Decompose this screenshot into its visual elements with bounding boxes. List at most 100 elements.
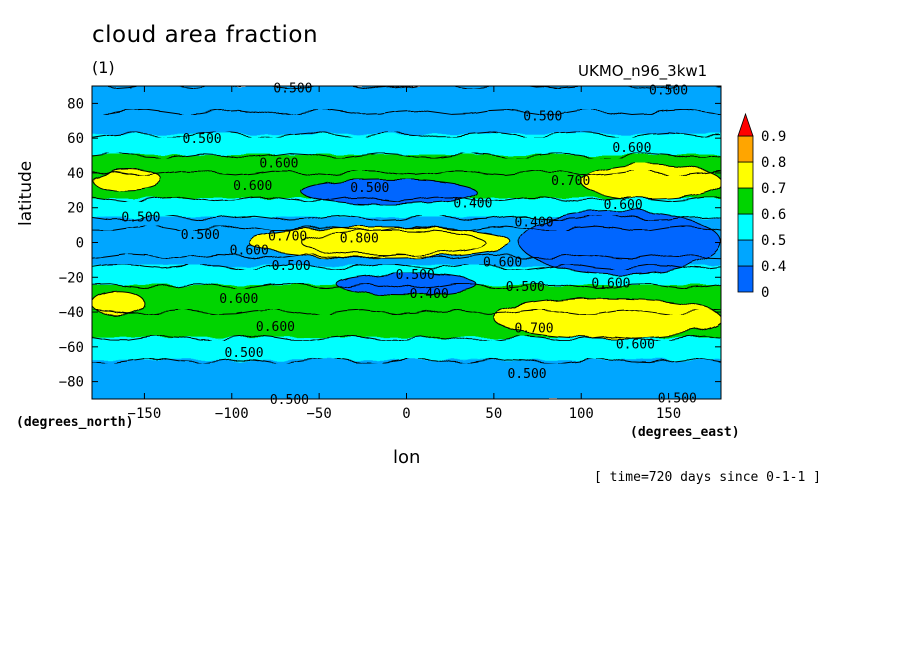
x-tick-label: 100 bbox=[569, 406, 594, 422]
contour-line-6 bbox=[92, 215, 721, 222]
feature-southern-subtropical-minimum bbox=[336, 273, 477, 295]
y-tick-label: 0 bbox=[76, 236, 84, 252]
y-axis-units: (degrees_north) bbox=[16, 415, 134, 430]
lat-band-1 bbox=[92, 111, 721, 136]
feature-south-west-storm-track bbox=[92, 291, 145, 316]
feature-northern-subtropical-minimum bbox=[301, 179, 477, 205]
contour-label-18: 0.500 bbox=[272, 259, 311, 274]
contour-label-15: 0.800 bbox=[340, 231, 379, 246]
colorbar-label: 0.6 bbox=[761, 207, 786, 223]
colorbar-label: 0.7 bbox=[761, 181, 786, 197]
colorbar-swatch bbox=[737, 265, 754, 293]
feature-east-pacific-stratocumulus-minimum bbox=[520, 211, 721, 274]
page-title: cloud area fraction bbox=[92, 22, 319, 48]
contour-label-22: 0.400 bbox=[410, 287, 449, 302]
contour-label-24: 0.600 bbox=[256, 320, 295, 335]
contour-label-14: 0.700 bbox=[268, 230, 307, 245]
x-tick-label: 0 bbox=[402, 406, 410, 422]
contour-ring-1 bbox=[248, 226, 512, 259]
contour-label-8: 0.500 bbox=[350, 181, 389, 196]
contour-line-8 bbox=[92, 253, 721, 260]
contour-line-7 bbox=[92, 225, 721, 232]
colorbar-label: 0.5 bbox=[761, 233, 786, 249]
contour-label-3: 0.500 bbox=[183, 132, 222, 147]
x-tick-label: −150 bbox=[128, 406, 162, 422]
contour-line-12 bbox=[92, 335, 721, 341]
contour-line-4 bbox=[92, 170, 721, 176]
lat-band-2 bbox=[92, 133, 721, 157]
y-tick-label: 80 bbox=[67, 96, 84, 112]
contour-label-29: 0.500 bbox=[270, 393, 309, 408]
contour-ring-4 bbox=[336, 273, 477, 296]
colorbar-label: 0 bbox=[761, 285, 769, 301]
contour-label-9: 0.400 bbox=[453, 197, 492, 212]
contour-ring-7 bbox=[92, 290, 145, 317]
contour-label-13: 0.500 bbox=[181, 228, 220, 243]
contour-label-19: 0.500 bbox=[396, 268, 435, 283]
y-tick-label: 20 bbox=[67, 201, 84, 217]
contour-line-1 bbox=[92, 109, 721, 115]
time-note: [ time=720 days since 0-1-1 ] bbox=[594, 470, 821, 485]
contour-label-7: 0.700 bbox=[551, 174, 590, 189]
contour-line-2 bbox=[92, 131, 721, 138]
colorbar: 0 0.4 0.5 0.6 0.7 0.8 0.9 bbox=[737, 112, 786, 301]
x-tick-label: −50 bbox=[306, 406, 331, 422]
x-axis-units: (degrees_east) bbox=[630, 425, 740, 440]
y-tick-label: −20 bbox=[59, 270, 84, 286]
contour-label-0: 0.500 bbox=[273, 82, 312, 97]
lat-band-13 bbox=[92, 359, 721, 399]
contour-line-layer bbox=[92, 86, 721, 364]
contour-ring-3 bbox=[301, 179, 477, 205]
source-label: UKMO_n96_3kw1 bbox=[578, 62, 708, 80]
colorbar-swatch bbox=[737, 187, 754, 215]
contour-ring-0 bbox=[301, 229, 486, 256]
contour-ring-6 bbox=[92, 168, 163, 191]
lat-band-3 bbox=[92, 154, 721, 174]
contour-label-5: 0.600 bbox=[259, 157, 298, 172]
contour-label-4: 0.600 bbox=[612, 141, 651, 156]
y-tick-label: −60 bbox=[59, 340, 84, 356]
feature-equatorial-ribbon bbox=[249, 226, 512, 259]
panel-label: (1) bbox=[92, 58, 115, 77]
feature-southern-storm-track bbox=[493, 298, 721, 339]
colorbar-label: 0.9 bbox=[761, 129, 786, 145]
contour-ring-2 bbox=[519, 210, 721, 275]
y-tick-label: −80 bbox=[59, 375, 84, 391]
x-tick-label: 150 bbox=[656, 406, 681, 422]
axis-layer: −150 −100 −50 0 50 100 150 80 60 40 20 0 −20 −40 −60 −8… bbox=[59, 86, 721, 422]
contour-line-5 bbox=[92, 196, 721, 203]
contour-line-3 bbox=[92, 152, 721, 159]
contour-label-27: 0.500 bbox=[224, 346, 263, 361]
colorbar-swatch bbox=[737, 135, 754, 163]
contour-label-11: 0.500 bbox=[121, 210, 160, 225]
contour-label-10: 0.600 bbox=[604, 198, 643, 213]
contour-label-21: 0.500 bbox=[506, 280, 545, 295]
contour-label-6: 0.600 bbox=[233, 179, 272, 194]
contour-label-26: 0.600 bbox=[616, 337, 655, 352]
contour-label-23: 0.600 bbox=[219, 292, 258, 307]
contour-fill-layer bbox=[92, 86, 721, 399]
colorbar-label: 0.8 bbox=[761, 155, 786, 171]
lat-band-5 bbox=[92, 198, 721, 220]
colorbar-extend-arrow bbox=[737, 112, 754, 137]
colorbar-swatch bbox=[737, 239, 754, 267]
feature-north-east-storm-track bbox=[92, 169, 162, 191]
lat-band-12 bbox=[92, 337, 721, 362]
contour-label-2: 0.500 bbox=[523, 110, 562, 125]
colorbar-swatch bbox=[737, 213, 754, 241]
y-tick-label: −40 bbox=[59, 305, 84, 321]
contour-line-11 bbox=[92, 309, 721, 315]
contour-label-17: 0.600 bbox=[483, 256, 522, 271]
contour-line-13 bbox=[92, 357, 721, 364]
contour-label-28: 0.500 bbox=[507, 367, 546, 382]
contour-line-9 bbox=[92, 264, 721, 270]
colorbar-label: 0.4 bbox=[761, 259, 786, 275]
x-axis-title: lon bbox=[393, 447, 421, 468]
colorbar-swatch bbox=[737, 161, 754, 189]
contour-label-25: 0.700 bbox=[514, 322, 553, 337]
contour-label-16: 0.600 bbox=[230, 243, 269, 258]
contour-line-10 bbox=[92, 283, 721, 289]
x-tick-label: −100 bbox=[215, 406, 249, 422]
